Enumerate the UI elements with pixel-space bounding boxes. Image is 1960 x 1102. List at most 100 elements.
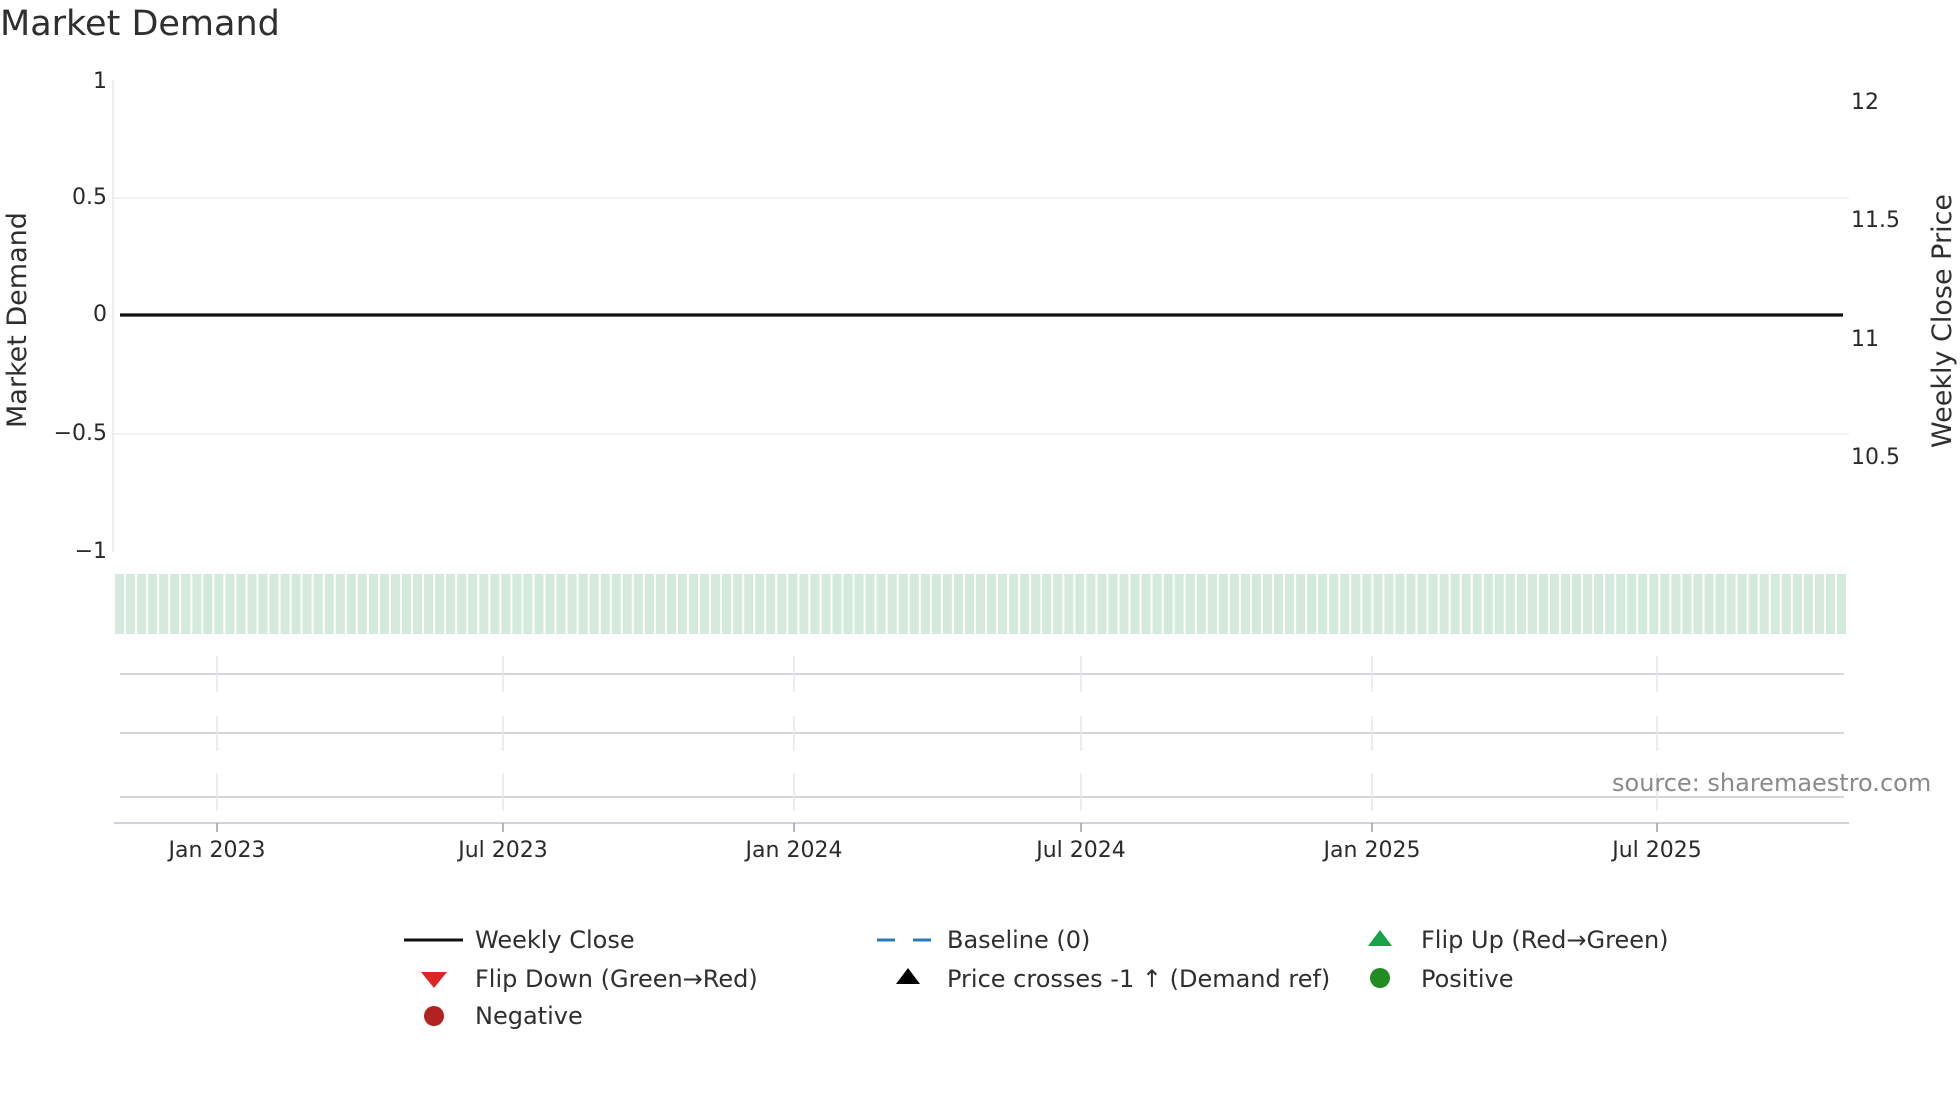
legend-item-flip-up[interactable]: Flip Up (Red→Green) xyxy=(1421,926,1669,954)
regime-bar xyxy=(335,574,345,634)
x-tick-label: Jul 2025 xyxy=(1612,838,1702,863)
regime-bar xyxy=(1572,574,1582,634)
regime-bar xyxy=(744,574,754,634)
left-y-tick: −0.5 xyxy=(53,421,107,446)
regime-bar xyxy=(170,574,180,634)
legend-item-weekly-close[interactable]: Weekly Close xyxy=(475,926,635,954)
regime-bar xyxy=(1097,574,1107,634)
regime-bar xyxy=(589,574,599,634)
regime-bar xyxy=(1229,574,1239,634)
regime-bar xyxy=(181,574,191,634)
regime-bar xyxy=(1274,574,1284,634)
regime-bar xyxy=(832,574,842,634)
regime-bar xyxy=(424,574,434,634)
legend-triangle-up-green-icon xyxy=(1368,930,1392,946)
x-axis-ticks xyxy=(216,823,1658,832)
regime-bar xyxy=(446,574,456,634)
regime-bar xyxy=(203,574,213,634)
right-y-tick: 11.5 xyxy=(1851,208,1900,233)
regime-bar xyxy=(788,574,798,634)
regime-bar xyxy=(159,574,169,634)
regime-bar xyxy=(1406,574,1416,634)
regime-bar xyxy=(854,574,864,634)
regime-bar xyxy=(435,574,445,634)
regime-bar xyxy=(1329,574,1339,634)
regime-bar xyxy=(1285,574,1295,634)
regime-bar xyxy=(1152,574,1162,634)
regime-bar xyxy=(1527,574,1537,634)
regime-bar xyxy=(1726,574,1736,634)
regime-bar xyxy=(1130,574,1140,634)
regime-bar xyxy=(611,574,621,634)
regime-bar xyxy=(137,574,147,634)
regime-bar xyxy=(357,574,367,634)
regime-bar xyxy=(1781,574,1791,634)
legend-item-flip-down[interactable]: Flip Down (Green→Red) xyxy=(475,965,758,993)
regime-bar xyxy=(733,574,743,634)
regime-bar xyxy=(1561,574,1571,634)
x-tick-label: Jan 2024 xyxy=(745,838,843,863)
regime-bar xyxy=(987,574,997,634)
regime-bar xyxy=(401,574,412,634)
regime-bar xyxy=(1042,574,1052,634)
x-tick-label: Jan 2025 xyxy=(1323,838,1421,863)
regime-bar xyxy=(666,574,676,634)
regime-bar xyxy=(313,574,323,634)
regime-bar xyxy=(1384,574,1394,634)
legend-circle-negative-icon xyxy=(424,1006,444,1026)
legend-item-price-crosses[interactable]: Price crosses -1 ↑ (Demand ref) xyxy=(947,965,1331,993)
regime-bar xyxy=(975,574,986,634)
regime-bar xyxy=(501,574,511,634)
regime-bar xyxy=(1362,574,1372,634)
regime-bar xyxy=(556,574,566,634)
regime-bar xyxy=(1340,574,1350,634)
regime-bar xyxy=(1472,574,1482,634)
regime-bar xyxy=(953,574,963,634)
regime-bar xyxy=(390,574,400,634)
regime-bar xyxy=(1461,574,1471,634)
regime-bar xyxy=(887,574,897,634)
regime-bar xyxy=(368,574,378,634)
regime-bar xyxy=(821,574,831,634)
regime-bar xyxy=(600,574,610,634)
regime-bar xyxy=(1538,574,1548,634)
regime-bar xyxy=(1075,574,1085,634)
regime-bar xyxy=(1251,574,1261,634)
regime-bar xyxy=(722,574,732,634)
regime-bar xyxy=(1715,574,1725,634)
regime-bar xyxy=(1748,574,1758,634)
x-tick-label: Jul 2024 xyxy=(1036,838,1126,863)
x-tick-label: Jul 2023 xyxy=(458,838,548,863)
regime-bar xyxy=(1803,574,1813,634)
regime-bar xyxy=(1009,574,1019,634)
regime-bar xyxy=(1627,574,1637,634)
regime-bar xyxy=(1395,574,1405,634)
regime-bar xyxy=(1207,574,1217,634)
sub-panel-gridlines xyxy=(120,673,1844,798)
regime-bar xyxy=(1296,574,1306,634)
legend-item-negative[interactable]: Negative xyxy=(475,1002,583,1030)
regime-bar xyxy=(633,574,643,634)
regime-strip xyxy=(115,574,1846,634)
regime-bar xyxy=(578,574,588,634)
regime-bar xyxy=(523,574,533,634)
regime-bar xyxy=(766,574,776,634)
regime-bar xyxy=(567,574,577,634)
left-y-tick: 1 xyxy=(93,69,107,94)
regime-bar xyxy=(545,574,555,634)
regime-bar xyxy=(1549,574,1560,634)
regime-bar xyxy=(1086,574,1096,634)
legend-item-positive[interactable]: Positive xyxy=(1421,965,1514,993)
sub-panel-vertical-gridlines xyxy=(216,656,1658,811)
regime-bar xyxy=(490,574,500,634)
regime-bar xyxy=(379,574,389,634)
legend-item-baseline[interactable]: Baseline (0) xyxy=(947,926,1091,954)
regime-bar xyxy=(1682,574,1692,634)
regime-bar xyxy=(1814,574,1824,634)
regime-bar xyxy=(225,574,235,634)
regime-bar xyxy=(413,574,423,634)
regime-bar xyxy=(1439,574,1449,634)
chart-title: Market Demand xyxy=(0,4,280,44)
regime-bar xyxy=(1505,574,1515,634)
